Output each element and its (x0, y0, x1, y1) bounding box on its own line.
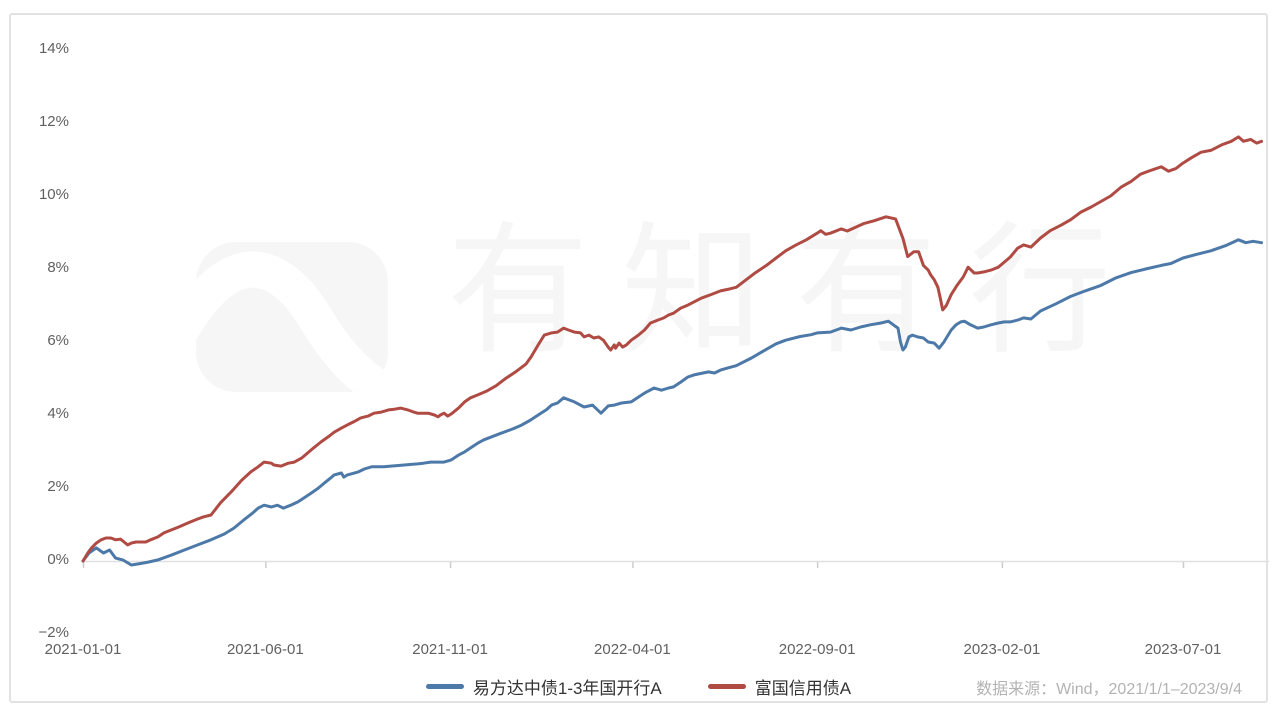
y-axis-label: 12% (38, 113, 69, 130)
series-line-1 (81, 238, 1263, 567)
x-axis-label: 2023-07-01 (1144, 641, 1222, 658)
y-axis-label: 0% (47, 551, 69, 568)
legend: 易方达中债1-3年国开行A 富国信用债A (11, 674, 1266, 699)
x-axis-label: 2021-11-01 (412, 641, 488, 658)
chart-footer: 易方达中债1-3年国开行A 富国信用债A 数据来源：Wind，2021/1/1–2… (11, 665, 1266, 705)
y-axis-label: 14% (38, 40, 69, 57)
x-axis-label: 2023-02-01 (963, 641, 1041, 658)
data-source: 数据来源：Wind，2021/1/1–2023/9/4 (976, 681, 1242, 698)
legend-item-2[interactable]: 富国信用债A (707, 674, 852, 699)
y-axis-label: 8% (47, 259, 69, 276)
legend-label: 易方达中债1-3年国开行A (472, 679, 662, 698)
y-axis-label: 10% (38, 186, 69, 203)
chart-card: 有知有行 14% 12% 10% 8% 6% 4% 2% 0% −2% 2021-01-01 202… (9, 13, 1269, 705)
y-axis-label: 4% (47, 405, 69, 422)
legend-item-1[interactable]: 易方达中债1-3年国开行A (425, 674, 662, 699)
x-axis-label: 2022-04-01 (594, 641, 671, 658)
x-axis-label: 2022-09-01 (778, 641, 856, 658)
x-axis-label: 2021-06-01 (226, 641, 304, 658)
legend-swatch-icon (425, 684, 464, 689)
legend-label: 富国信用债A (754, 679, 852, 698)
x-axis-label: 2021-01-01 (44, 641, 122, 658)
y-axis-label: 2% (47, 478, 69, 495)
y-axis-label: 6% (47, 332, 69, 349)
legend-swatch-icon (707, 684, 746, 689)
series-line-2 (81, 135, 1263, 563)
y-axis-label: −2% (38, 624, 69, 641)
